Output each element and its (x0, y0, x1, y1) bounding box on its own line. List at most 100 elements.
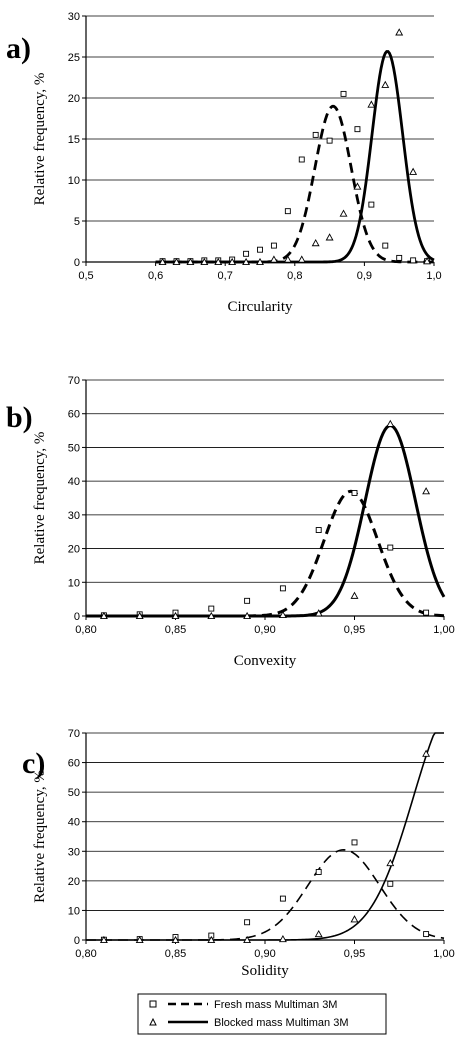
chart-0-y-tick-label: 30 (68, 11, 80, 23)
chart-0-x-tick-label: 0,7 (218, 270, 233, 282)
chart-0-series-0-point (410, 257, 417, 264)
chart-2-series-1-curve (86, 732, 444, 941)
chart-0-series-1-point (158, 257, 167, 266)
chart-2-y-tick-label: 20 (68, 876, 80, 888)
legend-square-marker (149, 1000, 157, 1008)
chart-1-series-1-curve (86, 423, 446, 618)
panel-label-c: c) (22, 747, 45, 780)
chart-1-series-1-point (422, 487, 431, 495)
chart-0-series-1-point (269, 255, 278, 263)
chart-2-series-0-point (351, 839, 358, 846)
chart-1-series-1-point (350, 591, 359, 599)
chart-0-y-tick-label: 15 (68, 134, 80, 146)
chart-2-y-tick-label: 0 (74, 935, 80, 947)
chart-1-y-tick-label: 50 (68, 442, 80, 454)
chart-0-series-1-point (423, 257, 432, 265)
chart-0-series-0-point (326, 137, 333, 144)
chart-0-series-0-point (257, 246, 263, 253)
chart-1-series-0-point (315, 527, 322, 533)
chart-0-y-axis-label: Relative frequency, % (32, 73, 48, 206)
chart-2-series-0-point (387, 880, 394, 887)
chart-1-x-tick-label: 0,90 (254, 624, 275, 636)
chart-2-y-tick-label: 40 (68, 817, 80, 829)
chart-2-x-tick-label: 1,00 (433, 948, 454, 960)
chart-2-y-axis-label: Relative frequency, % (32, 770, 48, 903)
chart-1-x-tick-label: 0,85 (165, 624, 186, 636)
chart-1-y-axis-label: Relative frequency, % (32, 432, 48, 565)
chart-0-x-tick-label: 0,6 (148, 270, 163, 282)
chart-0-series-0-point (382, 242, 389, 249)
chart-2-series-1-point (135, 935, 144, 944)
chart-1-y-tick-label: 40 (68, 476, 80, 488)
chart-1-x-tick-label: 1,00 (433, 624, 454, 636)
chart-0-series-1-point (200, 257, 209, 266)
chart-2-y-tick-label: 10 (68, 905, 80, 917)
chart-0-series-1-point (242, 257, 251, 266)
chart-1-series-1-point (99, 611, 108, 620)
chart-1-series-1-point (207, 611, 216, 620)
legend-label-blocked: Blocked mass Multiman 3M (214, 1017, 349, 1029)
panel-b: b) 0 10 20 30 40 50 60 70 0,80 0,85 0,90 0,95 1,00 Co… (6, 375, 455, 669)
panel-a: a) 0 5 10 15 20 25 30 0,5 0,6 0,7 0,8 0,9 1,0 Circula… (6, 11, 442, 315)
chart-1-series-0-point (351, 489, 358, 496)
chart-0-series-1-point (172, 257, 181, 266)
chart-1-series-0-point (387, 544, 394, 551)
chart-0-series-0-curve (155, 104, 434, 264)
chart-1-y-tick-label: 0 (74, 611, 80, 623)
chart-0-series-0-point (270, 242, 277, 249)
chart-0-y-tick-label: 0 (74, 257, 80, 269)
chart-2-series-1-point (386, 858, 395, 867)
chart-2-y-tick-label: 60 (68, 758, 80, 770)
chart-1-series-1-point (135, 611, 144, 620)
chart-1-y-tick-label: 30 (68, 510, 80, 522)
chart-1-series-1-point (243, 611, 252, 620)
chart-2-series-1-point (278, 934, 287, 943)
chart-0-series-1-point (381, 80, 390, 88)
panel-c: c) 0 10 20 30 40 50 60 70 0,80 0,85 0,90 0,95 1,00 So… (22, 728, 455, 979)
chart-0-series-1-point (395, 28, 404, 36)
chart-1-series-1-point (278, 610, 287, 619)
chart-0-x-tick-label: 0,9 (357, 270, 372, 282)
chart-2-series-1-point (99, 935, 108, 944)
chart-0-y-tick-label: 10 (68, 175, 80, 187)
chart-0-x-tick-label: 0,8 (287, 270, 302, 282)
chart-1-series-0-point (208, 605, 215, 612)
chart-1-series-0-point (423, 609, 430, 616)
chart-1-y-tick-label: 70 (68, 375, 80, 387)
chart-0-series-0-point (312, 131, 319, 138)
panel-label-b: b) (6, 401, 33, 434)
chart-1-x-tick-label: 0,80 (75, 624, 96, 636)
chart-2-x-tick-label: 0,80 (75, 948, 96, 960)
legend-box (137, 993, 387, 1035)
chart-1-y-tick-label: 60 (68, 409, 80, 421)
chart-2-y-tick-label: 50 (68, 787, 80, 799)
chart-0-y-tick-label: 20 (68, 93, 80, 105)
chart-1-series-0-point (244, 597, 251, 604)
chart-0-series-1-point (256, 257, 264, 266)
legend-triangle-marker (149, 1017, 157, 1026)
chart-1-series-0-point (279, 585, 286, 592)
chart-1-series-1-point (386, 419, 395, 427)
chart-2-series-0-point (423, 931, 430, 938)
chart-2-series-0-point (279, 895, 286, 902)
chart-0-y-tick-label: 5 (74, 216, 80, 228)
chart-1-x-tick-label: 0,95 (344, 624, 365, 636)
chart-2-y-tick-label: 70 (68, 728, 80, 740)
chart-0-x-tick-label: 0,5 (78, 270, 93, 282)
chart-1-y-tick-label: 10 (68, 577, 80, 589)
chart-2-series-1-point (350, 915, 359, 923)
chart-0-series-1-point (214, 257, 223, 266)
chart-2-series-0-curve (86, 849, 445, 941)
legend: Fresh mass Multiman 3M Blocked mass Mult… (137, 993, 387, 1035)
chart-2-series-1-point (207, 935, 216, 944)
chart-0-x-axis-label: Circularity (228, 299, 293, 315)
chart-2-y-tick-label: 30 (68, 846, 80, 858)
chart-0-series-1-point (367, 100, 376, 108)
chart-0-series-0-point (368, 201, 375, 208)
chart-0-series-1-point (311, 239, 320, 247)
chart-1-x-axis-label: Convexity (234, 653, 297, 669)
chart-2-series-1-point (243, 935, 252, 944)
chart-0-series-1-curve (155, 50, 435, 264)
chart-0-series-0-point (243, 250, 250, 257)
